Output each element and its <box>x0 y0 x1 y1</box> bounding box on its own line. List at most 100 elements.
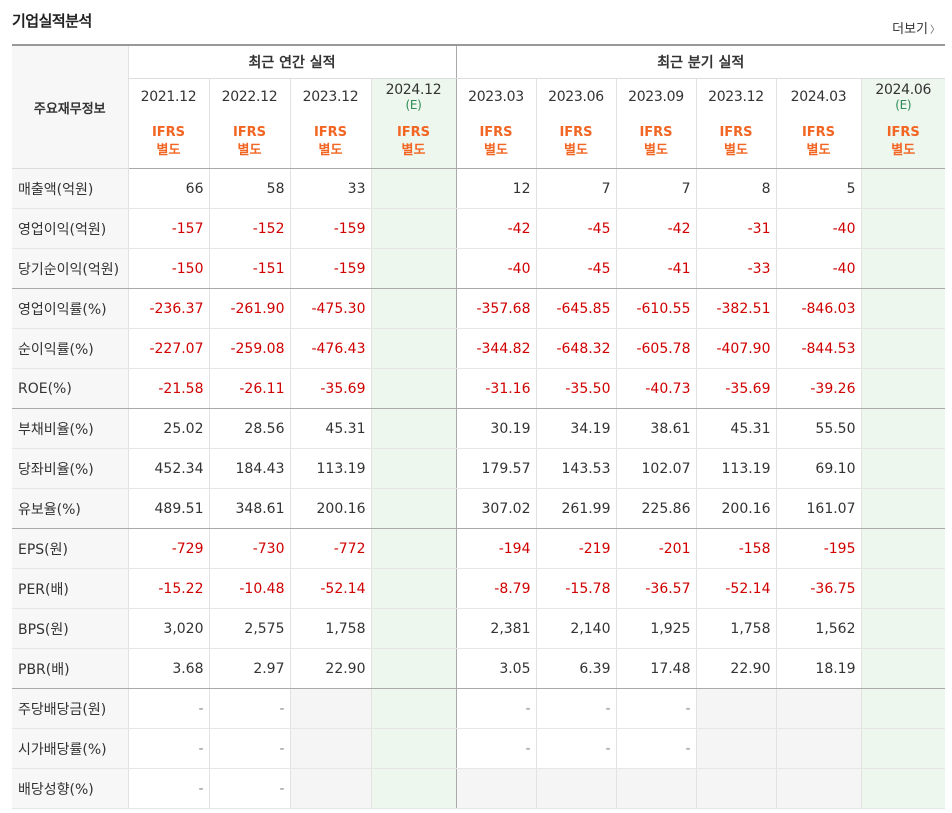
table-cell: -261.90 <box>208 288 290 329</box>
table-cell: -10.48 <box>208 568 290 609</box>
table-cell: 3.68 <box>127 648 209 689</box>
table-cell: 200.16 <box>695 488 776 529</box>
table-cell: -35.69 <box>695 368 776 409</box>
table-cell <box>370 768 456 809</box>
row-label: PBR(배) <box>12 648 128 689</box>
table-cell: -344.82 <box>455 328 536 369</box>
table-cell: 33 <box>289 168 371 209</box>
table-cell: -407.90 <box>695 328 776 369</box>
table-cell <box>860 208 945 249</box>
annual-title: 최근 연간 실적 <box>127 45 456 79</box>
ifrs-label: IFRS <box>396 124 431 140</box>
table-cell: -645.85 <box>535 288 616 329</box>
table-cell: -357.68 <box>455 288 536 329</box>
ifrs-header: IFRS 별도 <box>455 115 536 169</box>
table-cell <box>860 648 945 689</box>
table-cell: 66 <box>127 168 209 209</box>
table-cell: 34.19 <box>535 408 616 449</box>
period-label: 2024.06 <box>875 82 932 98</box>
table-cell: 69.10 <box>775 448 861 489</box>
table-cell <box>370 448 456 489</box>
table-cell: - <box>208 768 290 809</box>
row-label: 당기순이익(억원) <box>12 248 128 289</box>
separate-label: 별도 <box>724 142 748 158</box>
table-cell: -610.55 <box>615 288 696 329</box>
table-cell: -42 <box>455 208 536 249</box>
table-cell: 113.19 <box>695 448 776 489</box>
period-header: 2024.03 <box>775 78 861 115</box>
table-cell: 179.57 <box>455 448 536 489</box>
table-cell: -45 <box>535 208 616 249</box>
table-cell: 261.99 <box>535 488 616 529</box>
row-label: 순이익률(%) <box>12 328 128 369</box>
table-cell: -158 <box>695 528 776 569</box>
period-header: 2023.12 <box>289 78 371 115</box>
table-cell: - <box>455 688 536 729</box>
estimate-mark: (E) <box>895 98 912 112</box>
row-label: 영업이익률(%) <box>12 288 128 329</box>
row-label: BPS(원) <box>12 608 128 649</box>
table-cell: 143.53 <box>535 448 616 489</box>
table-row: 영업이익(억원) -157 -152 -159 -42 -45 -42 -31 -40 <box>12 208 945 249</box>
ifrs-header: IFRS 별도 <box>289 115 371 169</box>
table-cell <box>860 528 945 569</box>
table-cell <box>860 168 945 209</box>
period-header: 2023.03 <box>455 78 536 115</box>
table-cell: - <box>615 728 696 769</box>
period-label: 2023.06 <box>548 89 604 105</box>
period-label: 2023.09 <box>628 89 684 105</box>
table-cell: 58 <box>208 168 290 209</box>
table-cell: 45.31 <box>695 408 776 449</box>
more-label: 더보기 <box>892 22 928 37</box>
separate-label: 별도 <box>318 142 343 158</box>
table-cell: 2,381 <box>455 608 536 649</box>
table-cell: -31.16 <box>455 368 536 409</box>
period-header: 2021.12 <box>127 78 209 115</box>
period-label: 2021.12 <box>140 89 197 105</box>
table-cell: -36.75 <box>775 568 861 609</box>
table-cell: -52.14 <box>289 568 371 609</box>
estimate-mark: (E) <box>405 98 422 112</box>
table-cell: -151 <box>208 248 290 289</box>
table-cell: 28.56 <box>208 408 290 449</box>
period-label: 2024.12 <box>385 82 442 98</box>
table-cell <box>370 288 456 329</box>
table-row: 순이익률(%) -227.07 -259.08 -476.43 -344.82 -648.… <box>12 328 945 369</box>
table-cell: -648.32 <box>535 328 616 369</box>
table-cell: -26.11 <box>208 368 290 409</box>
table-cell: -40 <box>775 208 861 249</box>
table-cell: -21.58 <box>127 368 209 409</box>
table-cell: -15.78 <box>535 568 616 609</box>
table-cell: - <box>127 688 209 729</box>
table-cell: -40.73 <box>615 368 696 409</box>
table-cell: 12 <box>455 168 536 209</box>
more-link[interactable]: 더보기 〉 <box>892 18 940 37</box>
table-cell <box>289 728 371 769</box>
table-cell: -729 <box>127 528 209 569</box>
separate-label: 별도 <box>484 142 508 158</box>
table-cell <box>860 248 945 289</box>
table-cell: 2,140 <box>535 608 616 649</box>
table-cell: -41 <box>615 248 696 289</box>
row-label: 영업이익(억원) <box>12 208 128 249</box>
table-cell: 22.90 <box>289 648 371 689</box>
table-cell <box>860 368 945 409</box>
table-cell <box>860 728 945 769</box>
period-header: 2024.12 (E) <box>370 78 456 115</box>
period-label: 2022.12 <box>221 89 278 105</box>
table-cell: 22.90 <box>695 648 776 689</box>
table-cell: 7 <box>535 168 616 209</box>
table-cell: - <box>535 728 616 769</box>
period-label: 2023.12 <box>302 89 359 105</box>
table-cell <box>860 488 945 529</box>
table-cell: -236.37 <box>127 288 209 329</box>
table-cell: 2.97 <box>208 648 290 689</box>
table-cell <box>695 768 776 809</box>
table-cell: -152 <box>208 208 290 249</box>
table-cell <box>370 488 456 529</box>
quarter-title: 최근 분기 실적 <box>455 45 945 79</box>
row-label: 매출액(억원) <box>12 168 128 209</box>
ifrs-label: IFRS <box>719 124 753 140</box>
period-header: 2023.09 <box>615 78 696 115</box>
table-cell: - <box>455 728 536 769</box>
